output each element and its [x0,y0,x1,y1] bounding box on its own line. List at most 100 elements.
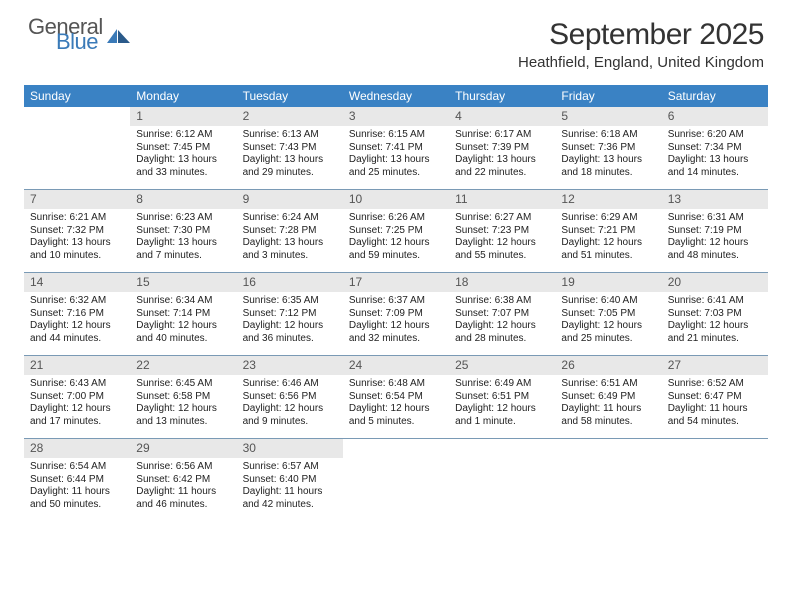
day-line: and 13 minutes. [136,416,230,429]
day-line: Daylight: 13 hours [349,154,443,167]
day-line: Sunrise: 6:31 AM [668,212,762,225]
day-line: Sunrise: 6:41 AM [668,295,762,308]
day-line: Daylight: 13 hours [136,237,230,250]
day-line: Sunrise: 6:12 AM [136,129,230,142]
day-line: Daylight: 12 hours [243,403,337,416]
day-body [343,458,449,467]
day-body: Sunrise: 6:31 AMSunset: 7:19 PMDaylight:… [662,209,768,268]
day-cell: 3Sunrise: 6:15 AMSunset: 7:41 PMDaylight… [343,107,449,189]
day-number: 1 [130,107,236,126]
day-body: Sunrise: 6:35 AMSunset: 7:12 PMDaylight:… [237,292,343,351]
day-body: Sunrise: 6:12 AMSunset: 7:45 PMDaylight:… [130,126,236,185]
day-line: Daylight: 12 hours [30,320,124,333]
day-number: 6 [662,107,768,126]
day-body [449,458,555,467]
day-number: 5 [555,107,661,126]
day-line: Sunrise: 6:45 AM [136,378,230,391]
day-line: Sunset: 7:03 PM [668,308,762,321]
day-line: Sunset: 7:12 PM [243,308,337,321]
day-line: and 55 minutes. [455,250,549,263]
day-line: Sunset: 7:23 PM [455,225,549,238]
day-number: 13 [662,190,768,209]
day-number: 15 [130,273,236,292]
day-line: Daylight: 11 hours [243,486,337,499]
day-line: Daylight: 13 hours [561,154,655,167]
day-body: Sunrise: 6:45 AMSunset: 6:58 PMDaylight:… [130,375,236,434]
day-body: Sunrise: 6:13 AMSunset: 7:43 PMDaylight:… [237,126,343,185]
day-cell: 30Sunrise: 6:57 AMSunset: 6:40 PMDayligh… [237,439,343,521]
day-line: Sunrise: 6:26 AM [349,212,443,225]
day-line: Sunset: 6:40 PM [243,474,337,487]
day-cell: 15Sunrise: 6:34 AMSunset: 7:14 PMDayligh… [130,273,236,355]
day-line: and 29 minutes. [243,167,337,180]
day-number: 23 [237,356,343,375]
day-line: Daylight: 12 hours [243,320,337,333]
day-body: Sunrise: 6:23 AMSunset: 7:30 PMDaylight:… [130,209,236,268]
day-body: Sunrise: 6:52 AMSunset: 6:47 PMDaylight:… [662,375,768,434]
day-line: and 46 minutes. [136,499,230,512]
day-number [555,439,661,458]
day-line: and 21 minutes. [668,333,762,346]
day-line: Daylight: 12 hours [668,320,762,333]
day-line: Daylight: 12 hours [561,320,655,333]
day-body: Sunrise: 6:51 AMSunset: 6:49 PMDaylight:… [555,375,661,434]
day-line: Sunset: 6:44 PM [30,474,124,487]
logo: General Blue [28,18,131,51]
day-line: and 28 minutes. [455,333,549,346]
day-number [662,439,768,458]
day-line: and 33 minutes. [136,167,230,180]
day-line: Daylight: 12 hours [30,403,124,416]
logo-triangle-icon [107,27,131,45]
day-line: Sunset: 6:47 PM [668,391,762,404]
day-line: Sunset: 6:54 PM [349,391,443,404]
week-row: 28Sunrise: 6:54 AMSunset: 6:44 PMDayligh… [24,438,768,521]
day-line: Daylight: 12 hours [136,320,230,333]
day-number: 4 [449,107,555,126]
title-block: September 2025 Heathfield, England, Unit… [518,18,764,71]
day-body: Sunrise: 6:56 AMSunset: 6:42 PMDaylight:… [130,458,236,517]
day-line: and 9 minutes. [243,416,337,429]
day-header-cell: Wednesday [343,85,449,107]
day-number: 22 [130,356,236,375]
day-number [24,107,130,126]
day-number: 8 [130,190,236,209]
day-line: Daylight: 12 hours [668,237,762,250]
day-line: and 10 minutes. [30,250,124,263]
header: General Blue September 2025 Heathfield, … [0,0,792,79]
day-number: 30 [237,439,343,458]
day-line: Daylight: 12 hours [349,403,443,416]
week-row: 1Sunrise: 6:12 AMSunset: 7:45 PMDaylight… [24,107,768,189]
day-header-row: SundayMondayTuesdayWednesdayThursdayFrid… [24,85,768,107]
day-line: Sunset: 7:36 PM [561,142,655,155]
day-line: Sunset: 7:05 PM [561,308,655,321]
day-number: 16 [237,273,343,292]
day-line: and 51 minutes. [561,250,655,263]
day-line: and 18 minutes. [561,167,655,180]
day-line: Sunset: 7:32 PM [30,225,124,238]
logo-text-sub: Blue [56,33,103,52]
day-line: Daylight: 11 hours [668,403,762,416]
day-line: Sunrise: 6:40 AM [561,295,655,308]
day-line: Daylight: 13 hours [30,237,124,250]
day-line: Sunrise: 6:35 AM [243,295,337,308]
day-body [662,458,768,467]
day-header-cell: Monday [130,85,236,107]
day-number: 3 [343,107,449,126]
day-line: Sunset: 7:39 PM [455,142,549,155]
day-cell: 4Sunrise: 6:17 AMSunset: 7:39 PMDaylight… [449,107,555,189]
day-line: and 59 minutes. [349,250,443,263]
day-body: Sunrise: 6:34 AMSunset: 7:14 PMDaylight:… [130,292,236,351]
day-line: and 3 minutes. [243,250,337,263]
day-header-cell: Sunday [24,85,130,107]
day-line: Daylight: 12 hours [455,403,549,416]
day-line: Daylight: 11 hours [136,486,230,499]
day-line: Sunrise: 6:17 AM [455,129,549,142]
day-body: Sunrise: 6:29 AMSunset: 7:21 PMDaylight:… [555,209,661,268]
day-body: Sunrise: 6:57 AMSunset: 6:40 PMDaylight:… [237,458,343,517]
day-line: and 36 minutes. [243,333,337,346]
day-number: 25 [449,356,555,375]
day-line: and 25 minutes. [561,333,655,346]
day-cell: 8Sunrise: 6:23 AMSunset: 7:30 PMDaylight… [130,190,236,272]
day-cell: 13Sunrise: 6:31 AMSunset: 7:19 PMDayligh… [662,190,768,272]
day-number: 17 [343,273,449,292]
